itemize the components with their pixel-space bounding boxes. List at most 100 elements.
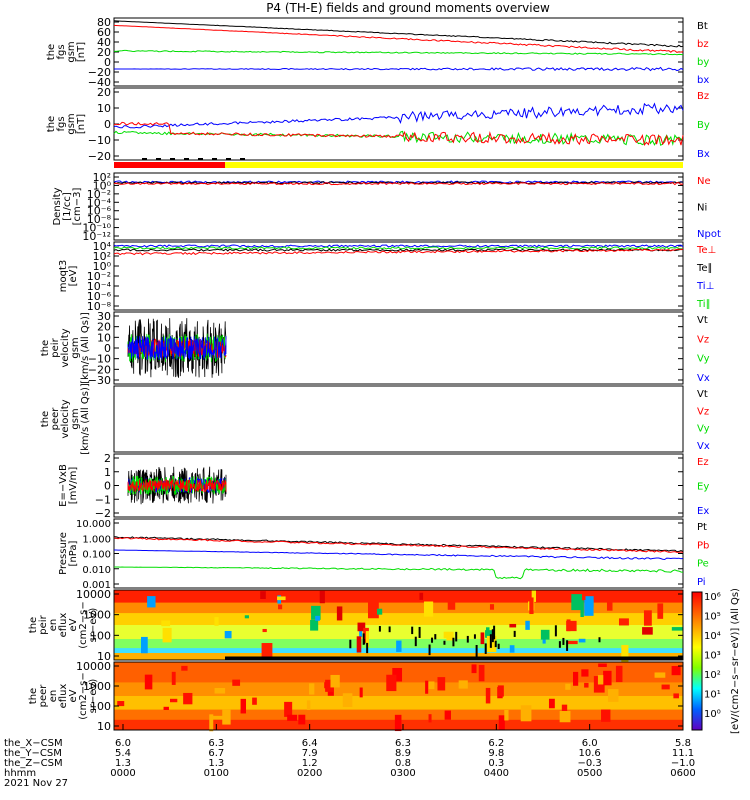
spectrogram-patch: [509, 623, 517, 628]
spectrogram-patch: [310, 619, 319, 631]
spectrogram-speck: [494, 640, 497, 648]
x-tick-label: 6.0: [582, 738, 598, 749]
spectrogram-patch: [319, 590, 325, 604]
spectrogram-patch: [608, 689, 619, 702]
status-tick: [212, 158, 217, 160]
spectrogram-patch: [529, 597, 534, 615]
y-tick-label: 40: [97, 36, 111, 49]
y-tick-label: −30: [88, 374, 111, 387]
spectrogram-patch: [671, 627, 683, 631]
spectrogram-patch: [396, 640, 402, 652]
spectrogram-patch: [262, 628, 267, 633]
spectrogram-patch: [365, 631, 369, 647]
spectrogram-patch: [330, 674, 340, 688]
x-tick-label: 0000: [110, 768, 135, 779]
x-row-label: the_Z−CSM: [4, 758, 63, 769]
density-series: [113, 181, 684, 185]
x-tick-label: 6.2: [488, 738, 504, 749]
spectrogram-speck: [362, 633, 365, 645]
spectrogram-patch: [357, 622, 366, 632]
spectrogram-patch: [504, 709, 509, 721]
legend-Te⊥: Te⊥: [696, 245, 716, 256]
x-tick-label: 10.6: [579, 748, 601, 759]
spectrogram-patch: [615, 665, 623, 683]
spectrogram-patch: [548, 698, 555, 709]
spectrogram-speck: [411, 626, 414, 635]
y-tick-label: 0: [104, 342, 111, 355]
spectrogram-speck: [452, 637, 455, 647]
spectrogram-patch: [252, 697, 257, 705]
panel-efield: 210−1−2 E=−VxB[mV/m] Ez Ey Ex: [58, 452, 709, 520]
colorbar-tick-label: 10²: [704, 670, 721, 681]
y-tick-label: 0.100: [82, 550, 111, 561]
spectrogram-patch: [561, 704, 568, 716]
x-tick-label: 1.3: [208, 758, 224, 769]
spectrogram-patch: [585, 596, 594, 608]
spectrogram-patch: [394, 714, 402, 732]
y-tick-label: 0: [104, 480, 111, 493]
y-tick-label: 1000: [83, 609, 111, 622]
legend-Ey: Ey: [697, 482, 709, 493]
spectrogram-patch: [367, 602, 379, 619]
legend-Pi: Pi: [697, 577, 706, 588]
status-tick: [170, 158, 175, 160]
legend-Pb: Pb: [697, 540, 709, 551]
spectrogram-patch: [359, 687, 363, 698]
x-row-label: hhmm: [4, 768, 36, 779]
spectrogram-patch: [170, 698, 178, 703]
x-tick-label: 5.4: [115, 748, 131, 759]
y-tick-label: 80: [97, 16, 111, 29]
spectrogram-patch: [336, 606, 343, 621]
x-date-label: 2021 Nov 27: [4, 778, 68, 789]
spectrogram-patch: [260, 591, 266, 600]
series-By: [113, 130, 684, 146]
status-bar-red: [114, 162, 225, 168]
colorbar-title: [eV/(cm2−s−sr−eV)] (All Qs): [730, 588, 741, 734]
spectrogram-patch: [277, 596, 286, 601]
spectrogram-patch: [437, 677, 446, 691]
spectrogram-speck: [378, 626, 381, 632]
spectrogram-patch: [240, 698, 247, 714]
spectrogram-patch: [581, 669, 589, 677]
panel-frame: [113, 17, 684, 87]
colorbar-scale: [691, 591, 703, 731]
y-axis-label: thepeirvelocitygsm[km/s (All Qs)]: [40, 312, 91, 384]
spectrogram-speck: [473, 634, 476, 639]
legend-Vt: Vt: [697, 315, 708, 326]
legend-Pe: Pe: [697, 559, 709, 570]
y-axis-label: thepeervelocitygsm[km/s (All Qs)]: [40, 383, 91, 455]
spectrogram-patch: [654, 672, 666, 678]
spectrogram-colorbar: 10⁶ 10⁵ 10⁴ 10³ 10² 10¹ 10⁰ [eV/(cm2−s−sr−eV)] …: [691, 588, 741, 734]
y-tick-label: 1000: [83, 680, 111, 693]
legend-bz: bz: [697, 39, 709, 50]
y-tick-label: 10⁻⁴: [87, 280, 112, 293]
panel-frame: [113, 589, 684, 661]
series-Pi: [114, 549, 684, 561]
series-bx: [114, 66, 684, 72]
x-tick-label: 0400: [484, 768, 509, 779]
spectrogram-speck: [466, 635, 469, 643]
spectrogram-patch: [642, 627, 653, 635]
spectrogram-patch: [147, 596, 156, 608]
panel-peer-spec: 10000 1000 100 10thepeerenefluxeV(cm2−s−sr−…: [28, 660, 684, 733]
spectrogram-patch: [214, 687, 226, 694]
spectrogram-patch: [606, 598, 613, 611]
y-axis-label: moqt3[eV]: [58, 260, 79, 293]
legend-Vy: Vy: [697, 354, 710, 365]
y-tick-label: 0: [104, 118, 111, 131]
spectrogram-patch: [287, 714, 298, 721]
y-tick-label: 30: [97, 310, 111, 323]
temperature-series: [113, 246, 683, 250]
spectrogram-patch: [559, 710, 571, 723]
spectrogram-patch: [222, 709, 231, 725]
legend-Vz: Vz: [697, 406, 709, 417]
series-Bz: [113, 121, 684, 147]
spectrogram-patch: [428, 681, 435, 690]
temperature-series: [113, 244, 684, 248]
legend-Vx: Vx: [697, 373, 710, 384]
y-tick-label: −10: [88, 353, 111, 366]
x-tick-label: 9.8: [488, 748, 504, 759]
y-tick-label: 10⁻⁶: [87, 205, 112, 218]
x-tick-label: 1.3: [115, 758, 131, 769]
